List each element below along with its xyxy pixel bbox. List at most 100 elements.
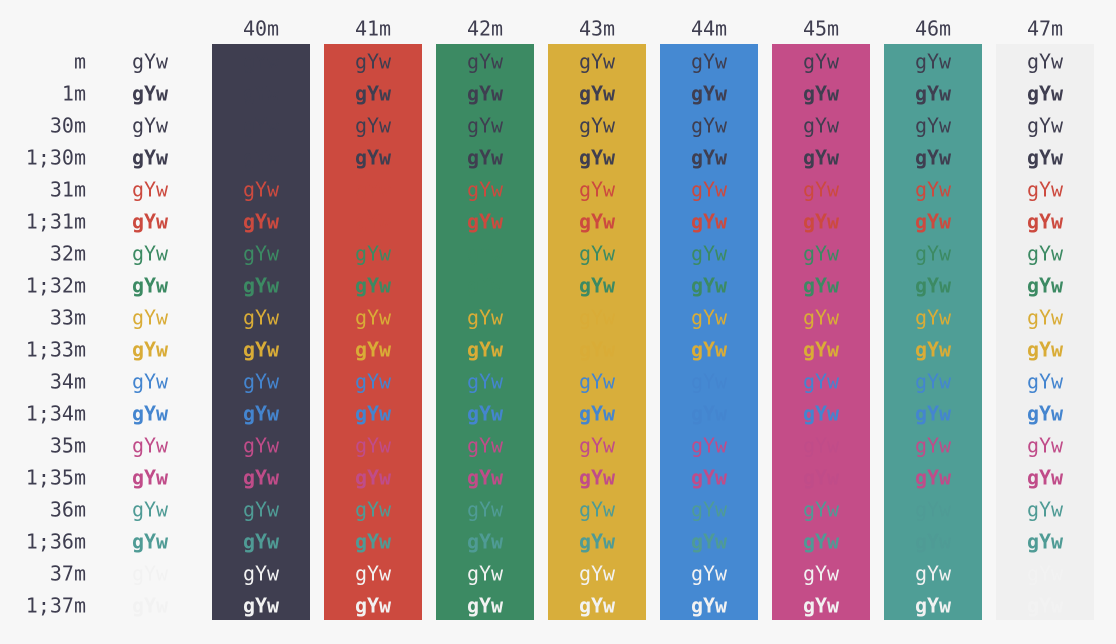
row-label: 1;32m xyxy=(26,274,86,298)
background-column xyxy=(884,44,982,620)
row-label: 35m xyxy=(50,434,86,458)
row-label: 1;34m xyxy=(26,402,86,426)
sample-text: gYw xyxy=(243,338,280,362)
sample-text: gYw xyxy=(355,82,392,106)
sample-text: gYw xyxy=(1027,274,1064,298)
sample-text: gYw xyxy=(132,146,169,170)
sample-text: gYw xyxy=(243,594,280,618)
background-column xyxy=(436,44,534,620)
sample-text: gYw xyxy=(915,242,952,266)
sample-text: gYw xyxy=(691,146,728,170)
sample-text: gYw xyxy=(132,594,169,618)
sample-text: gYw xyxy=(355,338,392,362)
sample-text: gYw xyxy=(691,562,728,586)
sample-text: gYw xyxy=(915,434,952,458)
sample-text: gYw xyxy=(243,530,280,554)
sample-text: gYw xyxy=(803,594,840,618)
sample-text: gYw xyxy=(579,370,616,394)
sample-text: gYw xyxy=(1027,434,1064,458)
sample-text: gYw xyxy=(1027,530,1064,554)
sample-text: gYw xyxy=(803,210,840,234)
sample-text: gYw xyxy=(467,402,504,426)
row-label: 1;30m xyxy=(26,146,86,170)
sample-text: gYw xyxy=(1027,338,1064,362)
sample-text: gYw xyxy=(355,594,392,618)
sample-text: gYw xyxy=(915,274,952,298)
sample-text: gYw xyxy=(467,146,504,170)
background-column xyxy=(548,44,646,620)
row-label: 1;37m xyxy=(26,594,86,618)
sample-text: gYw xyxy=(579,50,616,74)
sample-text: gYw xyxy=(132,370,169,394)
sample-text: gYw xyxy=(579,242,616,266)
sample-text: gYw xyxy=(243,274,280,298)
sample-text: gYw xyxy=(132,210,169,234)
sample-text: gYw xyxy=(132,82,169,106)
sample-text: gYw xyxy=(1027,82,1064,106)
sample-text: gYw xyxy=(1027,50,1064,74)
column-header: 46m xyxy=(915,17,951,41)
row-label: 30m xyxy=(50,114,86,138)
sample-text: gYw xyxy=(803,274,840,298)
sample-text: gYw xyxy=(803,146,840,170)
sample-text: gYw xyxy=(355,402,392,426)
sample-text: gYw xyxy=(803,498,840,522)
sample-text: gYw xyxy=(243,402,280,426)
sample-text: gYw xyxy=(355,306,392,330)
sample-text: gYw xyxy=(915,306,952,330)
sample-text: gYw xyxy=(355,114,392,138)
sample-text: gYw xyxy=(915,178,952,202)
sample-text: gYw xyxy=(467,530,504,554)
sample-text: gYw xyxy=(132,178,169,202)
sample-text: gYw xyxy=(132,498,169,522)
sample-text: gYw xyxy=(132,338,169,362)
background-column xyxy=(324,44,422,620)
sample-text: gYw xyxy=(467,466,504,490)
sample-text: gYw xyxy=(691,82,728,106)
sample-text: gYw xyxy=(803,562,840,586)
sample-text: gYw xyxy=(803,306,840,330)
sample-text: gYw xyxy=(803,50,840,74)
row-label: 1;31m xyxy=(26,210,86,234)
sample-text: gYw xyxy=(132,466,169,490)
sample-text: gYw xyxy=(243,434,280,458)
sample-text: gYw xyxy=(691,498,728,522)
row-label: 1;36m xyxy=(26,530,86,554)
sample-text: gYw xyxy=(355,370,392,394)
sample-text: gYw xyxy=(355,434,392,458)
sample-text: gYw xyxy=(803,466,840,490)
sample-text: gYw xyxy=(579,114,616,138)
sample-text: gYw xyxy=(579,466,616,490)
sample-text: gYw xyxy=(915,370,952,394)
sample-text: gYw xyxy=(355,146,392,170)
sample-text: gYw xyxy=(243,178,280,202)
sample-text: gYw xyxy=(467,274,504,298)
sample-text: gYw xyxy=(467,178,504,202)
sample-text: gYw xyxy=(691,338,728,362)
background-column xyxy=(996,44,1094,620)
sample-text: gYw xyxy=(1027,370,1064,394)
sample-text: gYw xyxy=(132,274,169,298)
sample-text: gYw xyxy=(243,242,280,266)
sample-text: gYw xyxy=(915,210,952,234)
sample-text: gYw xyxy=(355,562,392,586)
sample-text: gYw xyxy=(579,274,616,298)
sample-text: gYw xyxy=(803,370,840,394)
sample-text: gYw xyxy=(691,178,728,202)
sample-text: gYw xyxy=(467,114,504,138)
sample-text: gYw xyxy=(691,370,728,394)
sample-text: gYw xyxy=(467,434,504,458)
column-header: 45m xyxy=(803,17,839,41)
sample-text: gYw xyxy=(691,210,728,234)
sample-text: gYw xyxy=(691,114,728,138)
sample-text: gYw xyxy=(803,114,840,138)
row-label: 31m xyxy=(50,178,86,202)
sample-text: gYw xyxy=(132,306,169,330)
sample-text: gYw xyxy=(915,402,952,426)
sample-text: gYw xyxy=(915,594,952,618)
sample-text: gYw xyxy=(915,338,952,362)
sample-text: gYw xyxy=(355,530,392,554)
sample-text: gYw xyxy=(467,338,504,362)
sample-text: gYw xyxy=(915,562,952,586)
